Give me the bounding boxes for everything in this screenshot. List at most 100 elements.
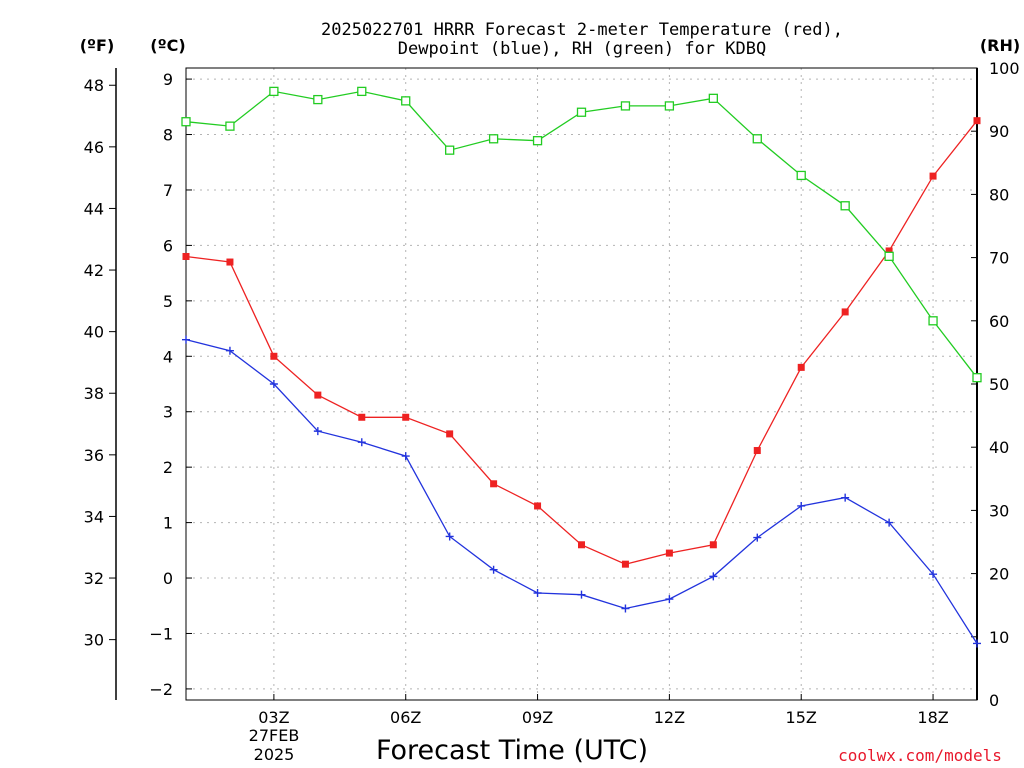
temperature-point-12: [665, 549, 673, 557]
fahrenheit-tick-label: 42: [84, 261, 104, 280]
celsius-tick-label: 1: [163, 514, 173, 533]
rh-point-18: [928, 316, 938, 326]
dewpoint-point-12: [665, 595, 674, 604]
fahrenheit-tick-label: 40: [84, 323, 104, 342]
rh-tick-label: 100: [989, 59, 1020, 78]
temperature-point-3: [270, 352, 278, 360]
dewpoint-point-3: [269, 380, 278, 388]
rh-point-16: [840, 201, 850, 211]
x-tick-label: 06Z: [390, 708, 421, 727]
dewpoint-point-5: [357, 438, 366, 447]
x-tick-label: 03Z: [258, 708, 289, 727]
rh-point-19: [972, 373, 982, 383]
x-tick-label: 09Z: [522, 708, 553, 727]
celsius-tick-label: −1: [149, 624, 173, 643]
axes: −2−1012345678901020304050607080901003032…: [84, 59, 1020, 727]
temperature-point-7: [446, 430, 454, 438]
rh-point-3: [269, 86, 279, 97]
temperature-point-15: [797, 363, 805, 371]
temperature-point-9: [534, 502, 542, 510]
series-rh: [181, 86, 982, 383]
dewpoint-point-19: [973, 639, 981, 648]
rh-point-14: [752, 134, 762, 144]
rh-point-9: [532, 136, 543, 146]
dewpoint-point-10: [577, 590, 586, 599]
rh-tick-label: 50: [989, 375, 1009, 394]
temperature-point-2: [226, 258, 234, 266]
x-tick-label: 15Z: [786, 708, 817, 727]
rh-tick-label: 40: [989, 438, 1009, 457]
credit-text: coolwx.com/models: [838, 746, 1002, 765]
rh-point-15: [796, 170, 806, 181]
dewpoint-point-13: [709, 572, 718, 581]
rh-tick-label: 90: [989, 122, 1009, 141]
date-label-line1: 27FEB: [249, 726, 300, 745]
chart-title-line2: Dewpoint (blue), RH (green) for KDBQ: [398, 39, 766, 59]
celsius-unit-label: (ºC): [150, 36, 185, 55]
temperature-point-14: [753, 447, 761, 455]
rh-point-13: [708, 93, 718, 103]
fahrenheit-tick-label: 46: [84, 138, 104, 157]
temperature-point-8: [490, 480, 498, 488]
rh-unit-label: (RH): [980, 36, 1020, 55]
date-label-line2: 2025: [254, 745, 295, 764]
fahrenheit-tick-label: 34: [84, 507, 104, 526]
temperature-point-19: [973, 117, 981, 125]
rh-tick-label: 80: [989, 185, 1009, 204]
rh-point-1: [181, 117, 191, 127]
x-tick-label: 12Z: [654, 708, 685, 727]
fahrenheit-tick-label: 30: [84, 631, 104, 650]
celsius-tick-label: 4: [163, 347, 173, 366]
fahrenheit-tick-label: 48: [84, 76, 104, 95]
celsius-tick-label: −2: [149, 680, 173, 699]
chart-title-line1: 2025022701 HRRR Forecast 2-meter Tempera…: [321, 20, 843, 40]
celsius-tick-label: 0: [163, 569, 173, 588]
rh-tick-label: 60: [989, 312, 1009, 331]
rh-point-12: [664, 101, 675, 111]
dewpoint-point-16: [841, 493, 850, 502]
rh-point-17: [884, 251, 894, 261]
dewpoint-point-14: [753, 533, 762, 542]
x-axis-label: Forecast Time (UTC): [376, 735, 648, 766]
temperature-point-18: [929, 172, 937, 180]
celsius-tick-label: 6: [163, 236, 173, 255]
temperature-point-5: [358, 413, 366, 421]
celsius-tick-label: 7: [163, 181, 173, 200]
rh-point-10: [576, 107, 587, 117]
dewpoint-point-15: [797, 501, 806, 510]
dewpoint-point-11: [621, 604, 630, 613]
celsius-tick-label: 2: [163, 458, 173, 477]
temperature-point-11: [621, 560, 629, 568]
rh-point-4: [313, 94, 323, 105]
rh-tick-label: 10: [989, 628, 1009, 647]
x-tick-label: 18Z: [917, 708, 948, 727]
series-dewpoint: [182, 335, 981, 648]
rh-tick-label: 70: [989, 249, 1009, 268]
temperature-point-4: [314, 391, 322, 399]
rh-tick-label: 0: [989, 691, 999, 710]
fahrenheit-tick-label: 32: [84, 569, 104, 588]
celsius-tick-label: 8: [163, 126, 173, 145]
series-temperature: [182, 117, 981, 568]
rh-tick-label: 20: [989, 565, 1009, 584]
fahrenheit-unit-label: (ºF): [80, 36, 115, 55]
rh-tick-label: 30: [989, 501, 1009, 520]
dewpoint-point-18: [929, 570, 938, 579]
celsius-tick-label: 3: [163, 403, 173, 422]
dewpoint-point-17: [885, 518, 894, 527]
temperature-point-17: [885, 247, 893, 255]
dewpoint-point-4: [313, 427, 322, 436]
rh-point-8: [488, 134, 499, 144]
temperature-point-1: [182, 252, 190, 260]
fahrenheit-tick-label: 36: [84, 446, 104, 465]
dewpoint-point-6: [401, 452, 410, 461]
temperature-point-6: [402, 413, 410, 421]
dewpoint-point-2: [225, 346, 234, 355]
rh-point-11: [620, 101, 631, 111]
dewpoint-point-9: [533, 589, 542, 598]
dewpoint-point-7: [445, 532, 454, 541]
series-layer: [181, 86, 982, 648]
dewpoint-point-1: [182, 335, 190, 344]
dewpoint-point-8: [489, 565, 498, 574]
